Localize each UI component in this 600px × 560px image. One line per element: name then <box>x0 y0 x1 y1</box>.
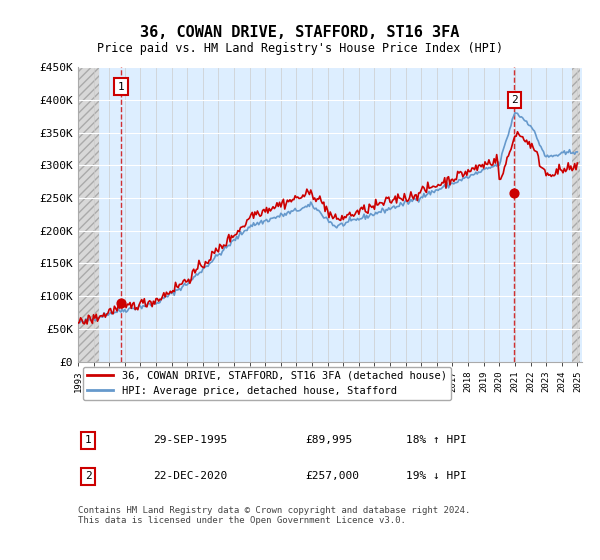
Bar <box>572 67 580 362</box>
Text: 2: 2 <box>85 472 91 481</box>
Legend: 36, COWAN DRIVE, STAFFORD, ST16 3FA (detached house), HPI: Average price, detach: 36, COWAN DRIVE, STAFFORD, ST16 3FA (det… <box>83 367 451 400</box>
Text: £89,995: £89,995 <box>305 435 352 445</box>
Text: 29-SEP-1995: 29-SEP-1995 <box>154 435 228 445</box>
Text: 36, COWAN DRIVE, STAFFORD, ST16 3FA: 36, COWAN DRIVE, STAFFORD, ST16 3FA <box>140 25 460 40</box>
Text: 18% ↑ HPI: 18% ↑ HPI <box>406 435 466 445</box>
Bar <box>78 67 99 362</box>
Point <box>509 189 519 198</box>
Text: Contains HM Land Registry data © Crown copyright and database right 2024.
This d: Contains HM Land Registry data © Crown c… <box>78 506 470 525</box>
Text: £257,000: £257,000 <box>305 472 359 481</box>
Text: 22-DEC-2020: 22-DEC-2020 <box>154 472 228 481</box>
Text: 19% ↓ HPI: 19% ↓ HPI <box>406 472 466 481</box>
Bar <box>78 67 98 362</box>
Text: 1: 1 <box>85 435 91 445</box>
Text: 2: 2 <box>511 95 518 105</box>
Text: Price paid vs. HM Land Registry's House Price Index (HPI): Price paid vs. HM Land Registry's House … <box>97 42 503 55</box>
Point <box>116 298 126 307</box>
Text: 1: 1 <box>118 82 124 92</box>
